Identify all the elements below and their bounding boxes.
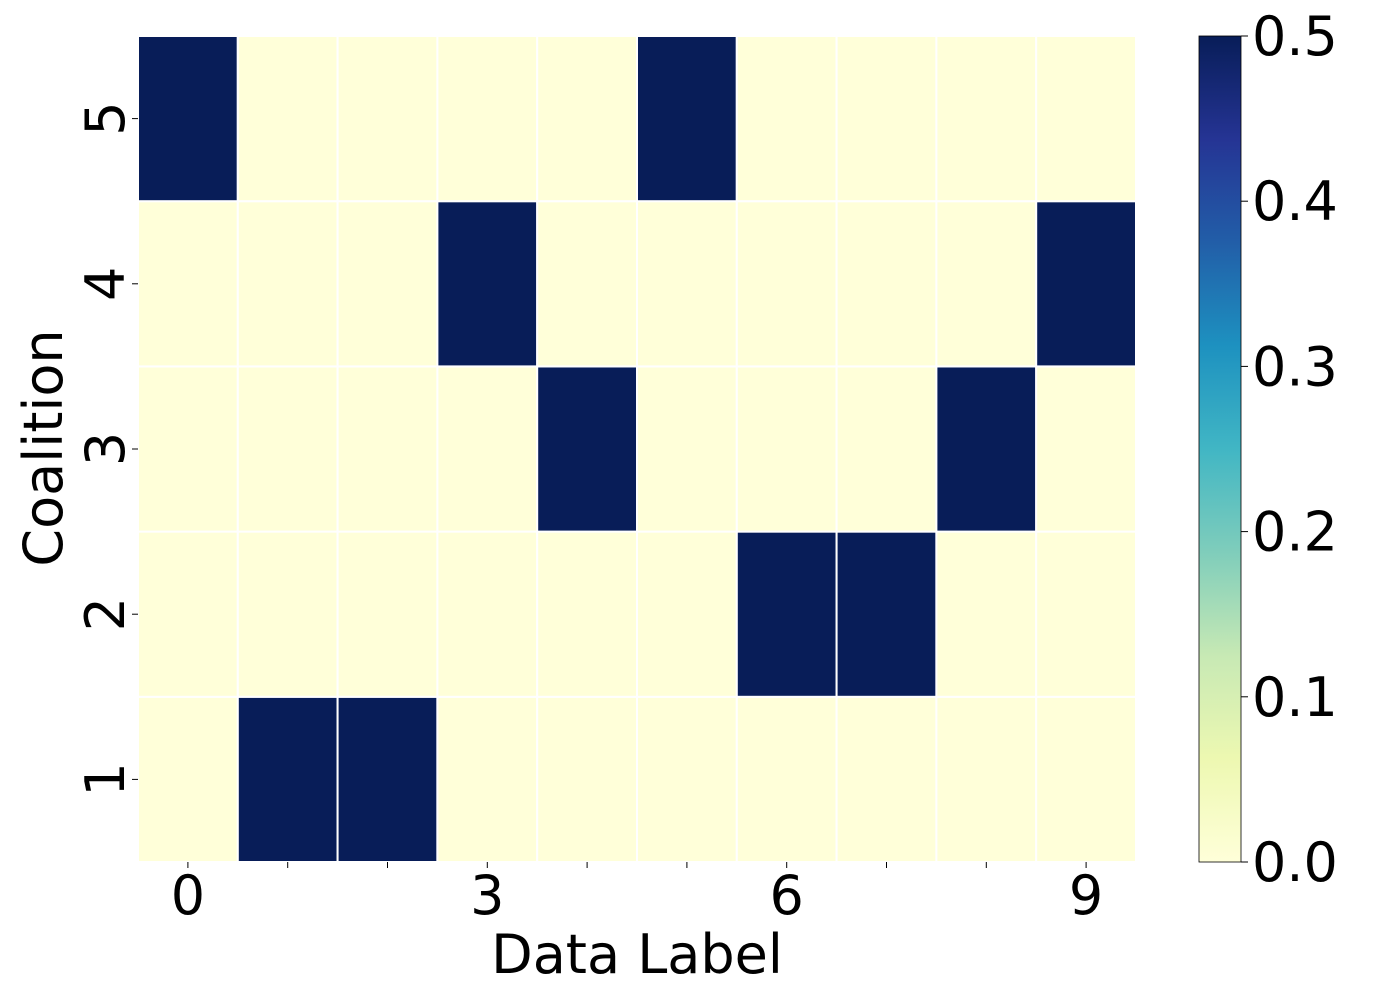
heatmap-cell	[137, 695, 239, 863]
heatmap-cell	[1035, 35, 1137, 203]
heatmap-cell	[1035, 365, 1137, 533]
y-axis-label: Coalition	[12, 329, 75, 566]
heatmap-cell	[835, 530, 938, 698]
heatmap-cell	[835, 200, 938, 368]
colorbar-tick-label: 0.4	[1252, 170, 1338, 233]
heatmap-cell	[536, 365, 639, 533]
heatmap-cell	[236, 695, 339, 863]
heatmap-cell	[636, 530, 738, 698]
heatmap-cell	[336, 365, 439, 533]
heatmap-cell	[835, 695, 938, 863]
colorbar-tick-label: 0.5	[1252, 5, 1338, 68]
heatmap-cell	[137, 365, 239, 533]
heatmap-cell	[336, 530, 439, 698]
heatmap-cell	[236, 35, 339, 203]
heatmap-cell	[137, 200, 239, 368]
heatmap-cell	[735, 365, 838, 533]
heatmap-cell	[536, 35, 639, 203]
heatmap-cell	[735, 530, 838, 698]
heatmap-cell	[336, 200, 439, 368]
y-axis-ticks: 1 2 3 4 5	[74, 101, 138, 797]
y-tick-label: 4	[74, 267, 137, 301]
y-tick-label: 2	[74, 597, 137, 631]
heatmap-cell	[735, 35, 838, 203]
y-tick-label: 3	[74, 432, 137, 466]
colorbar	[1198, 35, 1242, 863]
heatmap-cell	[137, 530, 239, 698]
heatmap-cell	[636, 35, 738, 203]
heatmap-cell	[236, 200, 339, 368]
x-tick-label: 0	[171, 864, 205, 927]
y-tick-label: 1	[74, 762, 137, 796]
x-tick-label: 6	[770, 864, 804, 927]
heatmap-cell	[236, 530, 339, 698]
heatmap-cell	[935, 530, 1038, 698]
colorbar-ticks: 0.0 0.1 0.2 0.3 0.4 0.5	[1241, 5, 1338, 894]
heatmap-cell	[436, 695, 539, 863]
heatmap-cell	[536, 695, 639, 863]
heatmap-cell	[436, 530, 539, 698]
heatmap-cell	[1035, 200, 1137, 368]
y-tick-label: 5	[74, 101, 137, 135]
heatmap-cell	[1035, 530, 1137, 698]
heatmap-cell	[436, 365, 539, 533]
heatmap-cell	[436, 35, 539, 203]
colorbar-gradient	[1198, 35, 1242, 863]
heatmap-cell	[636, 695, 738, 863]
heatmap-cell	[935, 200, 1038, 368]
x-axis-label: Data Label	[491, 923, 783, 986]
heatmap-cell	[236, 365, 339, 533]
heatmap-cell	[735, 695, 838, 863]
heatmap-cell	[735, 200, 838, 368]
heatmap-cell	[636, 365, 738, 533]
colorbar-tick-label: 0.2	[1252, 501, 1338, 564]
x-axis-ticks: 0 3 6 9	[171, 862, 1103, 927]
colorbar-tick-label: 0.0	[1252, 831, 1338, 894]
x-tick-label: 3	[470, 864, 504, 927]
colorbar-tick-label: 0.3	[1252, 335, 1338, 398]
heatmap-cell	[935, 35, 1038, 203]
heatmap-cells	[137, 35, 1137, 863]
heatmap-cell	[536, 200, 639, 368]
heatmap-cell	[536, 530, 639, 698]
heatmap-cell	[137, 35, 239, 203]
heatmap-cell	[835, 365, 938, 533]
x-tick-label: 9	[1069, 864, 1103, 927]
heatmap-cell	[835, 35, 938, 203]
heatmap-cell	[1035, 695, 1137, 863]
heatmap-cell	[636, 200, 738, 368]
colorbar-tick-label: 0.1	[1252, 666, 1338, 729]
heatmap-cell	[436, 200, 539, 368]
heatmap-cell	[935, 365, 1038, 533]
heatmap-cell	[336, 35, 439, 203]
heatmap-cell	[336, 695, 439, 863]
heatmap-cell	[935, 695, 1038, 863]
